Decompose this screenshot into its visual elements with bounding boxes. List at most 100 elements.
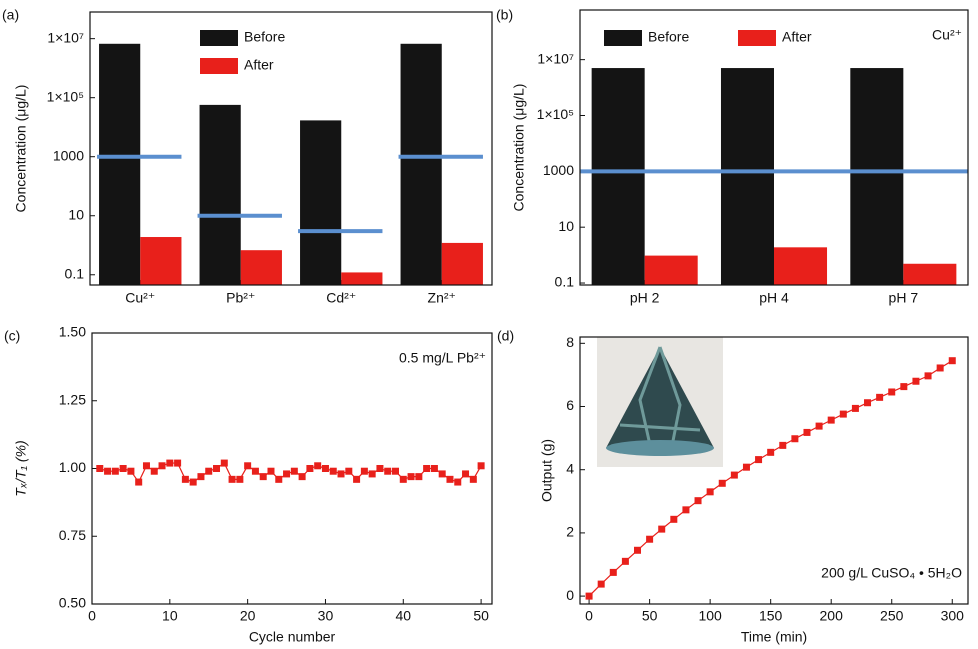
y-axis-label: Concentration (μg/L) <box>511 84 527 212</box>
marker <box>634 546 642 554</box>
y-tick-label: 8 <box>566 334 574 350</box>
annotation: Cu²⁺ <box>932 27 962 43</box>
y-tick-label: 0.1 <box>555 274 575 290</box>
marker <box>621 557 629 565</box>
marker <box>948 357 956 365</box>
x-tick-label: Cu²⁺ <box>125 290 155 306</box>
marker <box>864 399 872 407</box>
legend-label: Before <box>244 29 285 45</box>
x-tick-label: 40 <box>395 608 411 624</box>
marker <box>415 473 423 481</box>
marker <box>646 535 654 543</box>
y-tick-label: 10 <box>558 218 574 234</box>
annotation: 0.5 mg/L Pb²⁺ <box>399 350 486 366</box>
marker <box>142 462 150 470</box>
x-tick-label: 0 <box>585 608 593 624</box>
bar <box>720 68 774 285</box>
annotation: 200 g/L CuSO₄ • 5H₂O <box>821 565 962 581</box>
marker <box>392 467 400 475</box>
bar <box>400 43 442 285</box>
marker <box>936 364 944 372</box>
marker <box>174 459 182 467</box>
bar <box>774 247 828 285</box>
marker <box>314 462 322 470</box>
panel-label: (b) <box>496 7 513 23</box>
marker <box>283 470 291 478</box>
marker <box>345 467 353 475</box>
marker <box>430 465 438 472</box>
y-tick-label: 1000 <box>53 147 84 163</box>
x-tick-label: 250 <box>880 608 904 624</box>
marker <box>718 479 726 487</box>
marker <box>306 465 314 472</box>
y-tick-label: 1×10⁵ <box>47 88 84 104</box>
panel-label: (c) <box>4 328 20 344</box>
x-tick-label: 50 <box>473 608 489 624</box>
marker <box>469 475 477 483</box>
bar <box>850 68 904 285</box>
marker <box>251 467 259 475</box>
y-tick-label: 0.50 <box>59 595 86 611</box>
x-tick-label: pH 7 <box>889 290 919 306</box>
marker <box>682 506 690 514</box>
marker <box>127 467 135 475</box>
y-tick-label: 1.25 <box>59 391 86 407</box>
marker <box>609 568 617 576</box>
marker <box>244 462 252 470</box>
marker <box>197 473 205 481</box>
y-tick-label: 1×10⁷ <box>47 29 84 45</box>
bar <box>240 250 282 285</box>
bar <box>300 120 342 285</box>
bar <box>99 43 141 285</box>
marker <box>407 473 415 481</box>
legend-label: After <box>244 57 274 73</box>
marker <box>96 465 104 472</box>
x-tick-label: 150 <box>759 608 783 624</box>
plot-frame <box>579 336 969 605</box>
y-tick-label: 1.50 <box>59 324 86 340</box>
y-axis-label: Concentration (μg/L) <box>13 85 29 213</box>
marker <box>730 471 738 479</box>
marker <box>876 393 884 401</box>
marker <box>150 467 158 475</box>
x-tick-label: Pb²⁺ <box>226 290 255 306</box>
x-tick-label: 50 <box>642 608 658 624</box>
marker <box>851 404 859 412</box>
y-axis-label: Output (g) <box>539 439 555 502</box>
x-tick-label: 200 <box>820 608 844 624</box>
marker <box>384 467 392 475</box>
marker <box>912 377 920 385</box>
marker <box>119 465 127 472</box>
marker <box>213 465 221 472</box>
y-tick-label: 0.75 <box>59 527 86 543</box>
marker <box>446 475 454 483</box>
legend-swatch <box>200 58 238 74</box>
marker <box>706 488 714 496</box>
y-tick-label: 2 <box>566 524 574 540</box>
marker <box>438 470 446 478</box>
marker <box>767 448 775 456</box>
bar <box>140 237 182 285</box>
x-tick-label: Zn²⁺ <box>428 290 456 306</box>
bar <box>591 68 645 285</box>
y-tick-label: 0.1 <box>65 265 85 281</box>
bar <box>644 255 698 285</box>
bar <box>199 104 241 286</box>
marker <box>477 462 485 470</box>
marker <box>166 459 174 467</box>
marker <box>189 478 197 486</box>
marker <box>585 592 593 600</box>
y-tick-label: 0 <box>566 587 574 603</box>
marker <box>888 388 896 396</box>
marker <box>236 475 244 483</box>
marker <box>423 465 431 472</box>
marker <box>399 475 407 483</box>
marker <box>597 580 605 588</box>
marker <box>803 428 811 436</box>
marker <box>827 416 835 424</box>
y-tick-label: 6 <box>566 397 574 413</box>
legend-swatch <box>604 30 642 46</box>
plot-frame <box>89 11 493 286</box>
marker <box>111 467 119 475</box>
